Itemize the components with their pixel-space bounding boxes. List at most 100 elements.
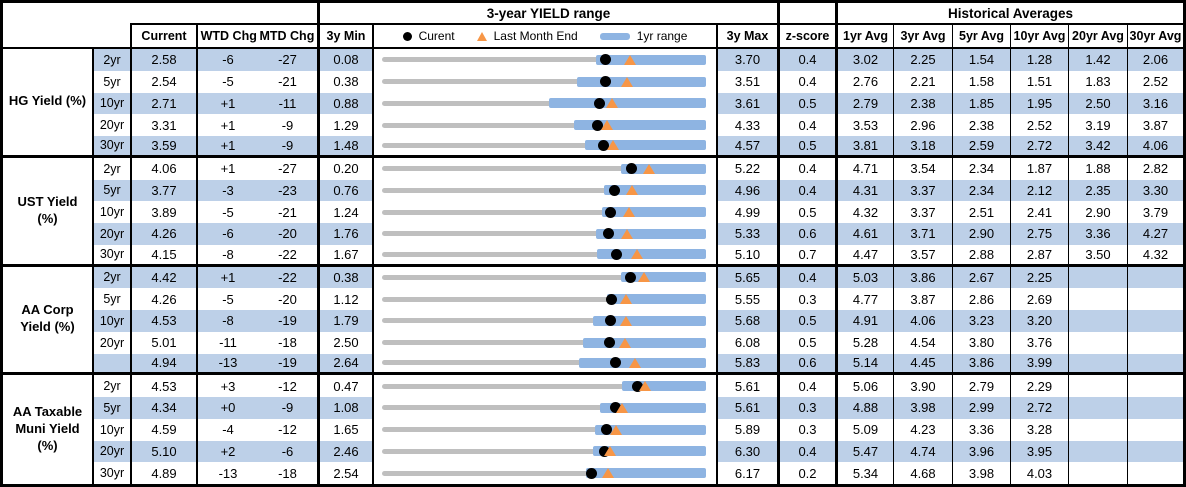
avg-cell: 4.32	[835, 201, 893, 223]
avg-cell: 3.20	[1010, 310, 1068, 332]
range-chart-cell	[372, 418, 716, 441]
max3y-cell: 4.57	[716, 136, 777, 158]
avg-cell	[1068, 462, 1127, 484]
zscore-cell: 0.4	[777, 114, 835, 136]
tenor-label: 5yr	[92, 179, 130, 202]
max3y-cell: 5.68	[716, 310, 777, 332]
mtd-chg-cell: -18	[278, 335, 297, 351]
current-dot	[632, 380, 644, 392]
last-month-triangle	[620, 294, 633, 305]
zscore-cell: 0.5	[777, 310, 835, 332]
range-chart-cell	[372, 70, 716, 93]
tenor-label: 10yr	[92, 201, 130, 223]
mtd-chg-cell: -22	[258, 245, 317, 267]
avg-cell	[1068, 418, 1127, 441]
avg-cell: 4.23	[893, 418, 952, 441]
avg-cell: 2.59	[952, 136, 1010, 158]
1yr-range-bar	[576, 76, 706, 87]
avg-cell	[1068, 440, 1127, 463]
avg-cell: 2.90	[1068, 201, 1127, 223]
avg-cell: 3.86	[952, 353, 1010, 376]
range-chart-cell	[372, 179, 716, 202]
avg-cell: 5.28	[835, 331, 893, 354]
tenor-label: 5yr	[92, 397, 130, 419]
current-dot	[610, 248, 622, 260]
max3y-column-header: 3y Max	[716, 25, 777, 49]
avg-cell: 2.82	[1127, 157, 1183, 180]
range-chart-cell	[372, 136, 716, 158]
max3y-cell: 4.99	[716, 201, 777, 223]
1yr-range-bar	[622, 381, 706, 392]
current-dot	[625, 163, 637, 175]
avg-cell: 3.86	[893, 266, 952, 289]
header-spacer-zscore	[777, 3, 835, 25]
mtd-chg-cell: -18	[278, 465, 297, 481]
range-chart-cell	[372, 266, 716, 289]
max3y-cell: 5.10	[716, 244, 777, 267]
avg-cell: 4.47	[835, 244, 893, 267]
avg-cell: 3.36	[952, 418, 1010, 441]
range-track	[382, 187, 706, 193]
header-spacer-mid	[130, 3, 317, 25]
tenor-label: 20yr	[92, 223, 130, 245]
group-label: AA Taxable Muni Yield (%)	[12, 404, 83, 454]
max3y-cell: 5.61	[716, 397, 777, 419]
header-spacer-group	[3, 25, 130, 49]
range-track	[382, 79, 706, 85]
avg-cell	[1127, 310, 1183, 332]
range-track	[382, 122, 706, 128]
avg-cell: 3.95	[1010, 440, 1068, 463]
avg-cell: 2.25	[893, 49, 952, 71]
zscore-cell: 0.3	[777, 397, 835, 419]
avg-cell: 2.06	[1127, 49, 1183, 71]
avg-cell: 4.45	[893, 353, 952, 376]
avg-cell: 5.47	[835, 440, 893, 463]
chart-legend: Curent Last Month End 1yr range	[372, 25, 716, 49]
wtd-chg-cell: -6	[196, 49, 258, 71]
1yr-range-bar	[592, 315, 706, 326]
max3y-cell: 6.08	[716, 331, 777, 354]
wtd-chg-header: WTD Chg	[200, 29, 257, 43]
avg-cell: 2.75	[1010, 223, 1068, 245]
avg-cell: 2.79	[835, 92, 893, 115]
avg-cell: 4.91	[835, 310, 893, 332]
avg-cell	[1127, 266, 1183, 289]
last-month-triangle	[606, 98, 619, 109]
avg-cell: 2.35	[1068, 179, 1127, 202]
group-label: UST Yield (%)	[3, 158, 92, 267]
zscore-cell: 0.5	[777, 331, 835, 354]
current-dot	[604, 315, 616, 327]
avg-cell: 3.54	[893, 157, 952, 180]
max3y-cell: 5.33	[716, 223, 777, 245]
current-dot	[597, 139, 609, 151]
avg-cell: 3.23	[952, 310, 1010, 332]
tenor-label: 2yr	[92, 266, 130, 289]
wtd-chg-cell: -4	[196, 418, 258, 441]
avg-cell: 4.06	[1127, 136, 1183, 158]
range-chart-cell	[372, 288, 716, 310]
avg-cell: 2.50	[1068, 92, 1127, 115]
max3y-cell: 6.17	[716, 462, 777, 484]
range-chart-cell	[372, 244, 716, 267]
current-value-cell: 4.15	[130, 244, 196, 267]
avg-cell	[1127, 418, 1183, 441]
avg-column-header: 1yr Avg	[835, 25, 893, 49]
avg-cell: 4.71	[835, 157, 893, 180]
min3y-cell: 1.76	[317, 223, 372, 245]
avg-cell	[1068, 266, 1127, 289]
wtd-chg-cell: +1	[196, 136, 258, 158]
tenor-label: 10yr	[92, 418, 130, 441]
avg-cell: 3.80	[952, 331, 1010, 354]
legend-current-label: Curent	[418, 29, 455, 43]
avg-cell	[1127, 331, 1183, 354]
last-month-triangle	[609, 424, 622, 435]
range-track	[382, 57, 706, 63]
range-track	[382, 405, 706, 411]
mtd-chg-cell: -20	[278, 291, 297, 307]
1yr-range-bar	[596, 228, 706, 239]
avg-column-header: 3yr Avg	[893, 25, 952, 49]
current-dot	[603, 228, 615, 240]
last-month-triangle	[642, 163, 655, 174]
min3y-cell: 1.65	[317, 418, 372, 441]
